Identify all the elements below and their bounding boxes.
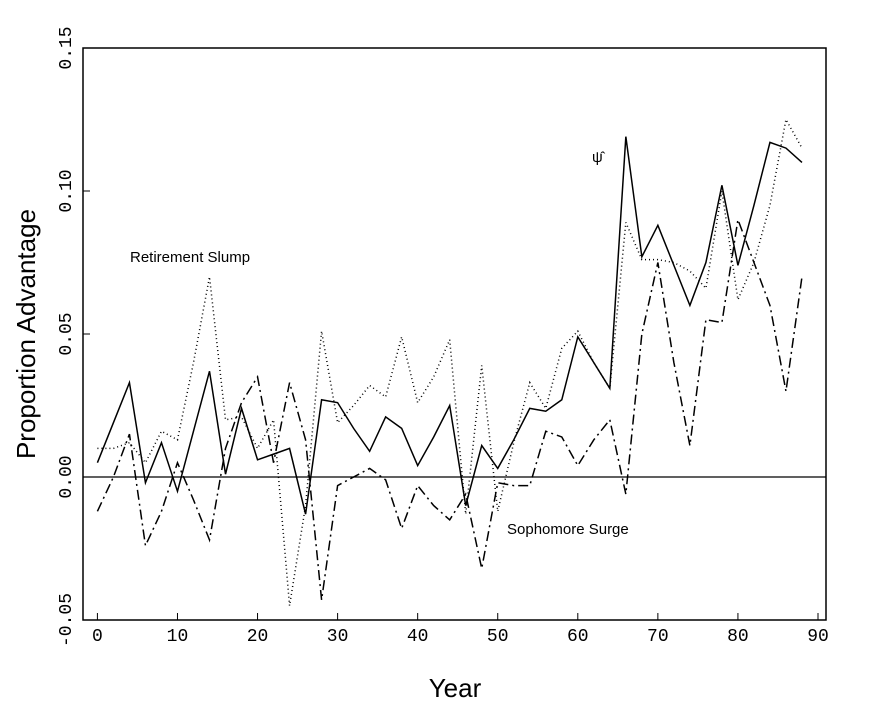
x-axis-title: Year: [429, 673, 482, 703]
y-tick-label: 0.00: [57, 455, 77, 498]
x-tick-label: 10: [167, 627, 189, 647]
y-axis-title: Proportion Advantage: [11, 209, 41, 459]
data-line: [96, 216, 803, 601]
y-tick-label: 0.05: [57, 312, 77, 355]
y-tick-label: 0.10: [57, 169, 77, 212]
x-tick-label: 50: [487, 627, 509, 647]
plot-frame: [82, 47, 827, 621]
data-line: [97, 117, 803, 606]
data-line: [96, 136, 803, 515]
y-tick-label: 0.15: [57, 26, 77, 69]
x-tick-label: 90: [807, 627, 829, 647]
annotation: Sophomore Surge: [507, 521, 629, 538]
y-tick-label: -0.05: [57, 593, 77, 647]
x-tick-label: 80: [727, 627, 749, 647]
x-tick-label: 60: [567, 627, 589, 647]
x-tick-label: 40: [407, 627, 429, 647]
x-tick-label: 70: [647, 627, 669, 647]
x-tick-label: 0: [92, 627, 103, 647]
annotation: Retirement Slump: [130, 249, 250, 266]
x-tick-label: 20: [247, 627, 269, 647]
x-tick-label: 30: [327, 627, 349, 647]
annotation: ψ̂: [592, 149, 606, 166]
